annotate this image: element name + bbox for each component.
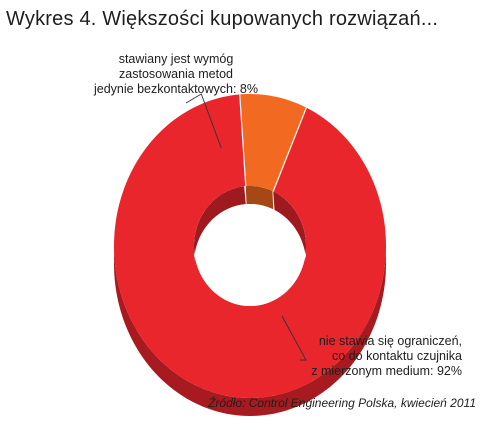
slice-label-large-line-2: co do kontaktu czujnika	[332, 349, 462, 363]
slice-label-small-line-3: jedynie bezkontaktowych: 8%	[94, 82, 258, 96]
slice-92-inner-wall	[194, 186, 246, 263]
slice-label-small-line-2: zastosowania metod	[119, 67, 233, 81]
leader-line-8	[185, 93, 222, 149]
slice-label-small: stawiany jest wymóg zastosowania metod j…	[66, 52, 286, 97]
slice-divider-1	[239, 94, 247, 187]
chart-title: Wykres 4. Większości kupowanych rozwiąza…	[6, 8, 439, 30]
leader-line-92	[281, 315, 307, 361]
slice-92-inner-wall	[273, 191, 306, 264]
slice-label-large-line-3: z mierzonym medium: 92%	[311, 364, 462, 378]
source-note: Źródło: Control Engineering Polska, kwie…	[208, 396, 476, 410]
slice-label-large: nie stawia się ograniczeń, co do kontakt…	[292, 334, 462, 379]
donut-hole-floor	[194, 204, 306, 306]
slice-label-small-line-1: stawiany jest wymóg	[118, 52, 234, 66]
slice-92	[114, 94, 386, 398]
slice-divider-2	[272, 107, 307, 192]
slice-8-inner-wall	[245, 186, 274, 210]
slice-8	[239, 94, 307, 192]
slice-label-large-line-1: nie stawia się ograniczeń,	[318, 334, 462, 348]
